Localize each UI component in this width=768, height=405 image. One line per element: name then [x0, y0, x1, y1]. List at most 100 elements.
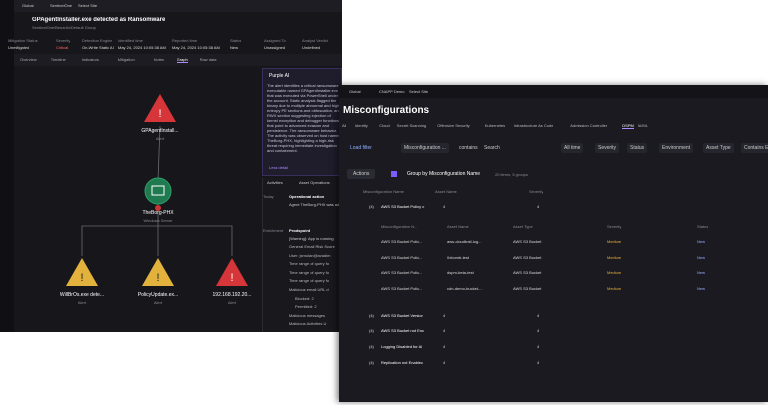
group-name[interactable]: Replication not Enablec	[381, 360, 424, 365]
filter[interactable]: Status	[627, 143, 648, 153]
actions-button[interactable]: Actions	[347, 169, 376, 179]
cell[interactable]: dspm-beta-test	[447, 270, 474, 275]
breadcrumb-item[interactable]: Global	[349, 89, 361, 94]
field-value: Undefined	[302, 45, 321, 50]
field-label: Identified time	[118, 38, 143, 43]
top-bar	[339, 85, 768, 98]
breadcrumb-item[interactable]: Global	[22, 3, 34, 8]
tab[interactable]: Infrastructure As Code	[513, 123, 554, 128]
tab[interactable]: Offensive Security	[437, 123, 470, 128]
breadcrumb-item[interactable]: SentinelOne	[50, 3, 73, 8]
page-title: Misconfigurations	[343, 105, 430, 116]
tab[interactable]: Kubernetes	[484, 123, 506, 128]
cell[interactable]: AWS S3 Bucket Polic...	[381, 239, 423, 244]
group-severity: 4	[537, 204, 540, 209]
group-assets: 4	[443, 328, 446, 333]
cell: AWS S3 Bucket	[513, 239, 542, 244]
activity-line: Malicious Activities U	[289, 321, 327, 327]
filter[interactable]: Severity	[595, 143, 620, 153]
column-header: Severity	[529, 189, 544, 194]
field-value: Unassigned	[264, 45, 286, 50]
tab[interactable]: Mitigation	[117, 57, 135, 62]
cell[interactable]: aws-cloudtrail-log...	[447, 239, 482, 244]
activity-line: General Email Risk Score	[289, 244, 335, 249]
tab[interactable]: Timeline	[50, 57, 66, 62]
field-label: Detection Engine	[82, 38, 113, 43]
group-assets: 4	[443, 313, 446, 318]
field-label: Status	[230, 38, 242, 43]
filter[interactable]: Misconfiguration ...	[401, 143, 449, 153]
cell: Medium	[607, 270, 622, 275]
tab[interactable]: DSPM	[622, 123, 634, 129]
filter[interactable]: Load filter	[350, 145, 372, 151]
group-assets: 4	[443, 360, 446, 365]
filter[interactable]: Contains E...	[741, 143, 768, 153]
sub-column-header: Asset Type	[513, 224, 533, 229]
misconfig-window: Global CNAPP Demo Select Site Misconfigurat…	[339, 85, 768, 402]
graph: ! ! ! !	[66, 94, 248, 286]
tab[interactable]: Identity	[354, 123, 368, 128]
group-name[interactable]: Logging Disabled for Ai	[381, 344, 423, 349]
tab[interactable]: Overview	[20, 57, 37, 62]
cell: Medium	[607, 254, 622, 260]
cell: New	[697, 239, 706, 244]
tab[interactable]: Notes	[153, 57, 165, 62]
tab[interactable]: All	[342, 123, 347, 128]
filter[interactable]: Environment	[659, 143, 694, 153]
activities-panel: Activities Asset Operations Today Operation…	[262, 178, 342, 332]
breadcrumb-item[interactable]: CNAPP Demo	[379, 89, 405, 94]
field-value: May 24, 2024 10:05:38 AM	[172, 45, 220, 50]
breadcrumb-item[interactable]: Select Site	[78, 3, 98, 8]
tab[interactable]: Cloud	[379, 123, 390, 128]
activity-tab[interactable]: Activities	[267, 180, 283, 185]
node-label: PolicyUpdate.ex...	[137, 292, 179, 298]
tab[interactable]: Admission Controller	[570, 123, 608, 128]
activity-text: Agent TheBorg-PHX was added	[289, 202, 342, 207]
tab[interactable]: AI/ML	[637, 123, 648, 128]
field-label: Reported time	[172, 38, 198, 43]
group-name[interactable]: AWS S3 Bucket Versior	[381, 313, 423, 318]
group-name[interactable]: AWS S3 Bucket not Enc	[381, 328, 424, 333]
filter[interactable]: Asset Type	[703, 143, 734, 153]
node-label: GPAgentInstall...	[141, 128, 179, 134]
cell[interactable]: AWS S3 Bucket Polic...	[381, 270, 423, 275]
filter[interactable]: All time	[561, 143, 584, 153]
cell: AWS S3 Bucket	[513, 270, 542, 275]
group-name[interactable]: AWS S3 Bucket Policy c	[381, 204, 425, 209]
summary: 20 items, 5 groups	[495, 172, 528, 177]
group-severity: 4	[537, 328, 540, 333]
group-count: (4)	[369, 313, 374, 318]
tab[interactable]: Secret Scanning	[396, 123, 427, 128]
alert-window: ! ! ! ! Purple AI The alert identifies a…	[0, 0, 342, 332]
node-sub: Windows Server	[143, 218, 173, 223]
less-detail[interactable]: Less detail	[269, 165, 289, 170]
cell[interactable]: AWS S3 Bucket Polic...	[381, 285, 423, 291]
activity-tab[interactable]: Asset Operations	[299, 180, 330, 185]
cell: Medium	[607, 239, 622, 244]
cell[interactable]: AWS S3 Bucket Polic...	[381, 254, 423, 260]
activity-line: Malicious messages	[289, 312, 326, 318]
column-header: Asset Name	[435, 189, 457, 194]
tab[interactable]: Raw data	[199, 57, 217, 62]
filter[interactable]: Search	[484, 145, 500, 151]
activity-title: Prodspoint	[289, 228, 311, 233]
activity-time: Today	[263, 194, 274, 199]
field-label: Severity	[56, 38, 71, 43]
group-count: (4)	[369, 344, 374, 349]
group-severity: 4	[537, 313, 540, 318]
group-by-toggle[interactable]: Group by Misconfiguration Name	[391, 171, 480, 177]
field-label: Mitigation Status	[8, 38, 38, 43]
activity-line: Time range of query fo	[289, 261, 330, 267]
field-value: May 24, 2024 10:05:38 AM	[118, 45, 166, 50]
purple-ai-panel: Purple AI The alert identifies a critica…	[262, 68, 342, 176]
cell[interactable]: cdn-demo-bucket-...	[447, 285, 483, 291]
cell[interactable]: 0xbomb-test	[447, 254, 470, 260]
breadcrumb-item[interactable]: Select Site	[409, 89, 429, 94]
purple-ai-title: Purple AI	[269, 73, 290, 79]
cell: AWS S3 Bucket	[513, 254, 542, 260]
sub-column-header: Misconfiguration N...	[381, 224, 418, 229]
filter[interactable]: contains	[459, 145, 478, 151]
tab[interactable]: Indicators	[81, 57, 99, 62]
tab[interactable]: Graph	[176, 57, 188, 63]
